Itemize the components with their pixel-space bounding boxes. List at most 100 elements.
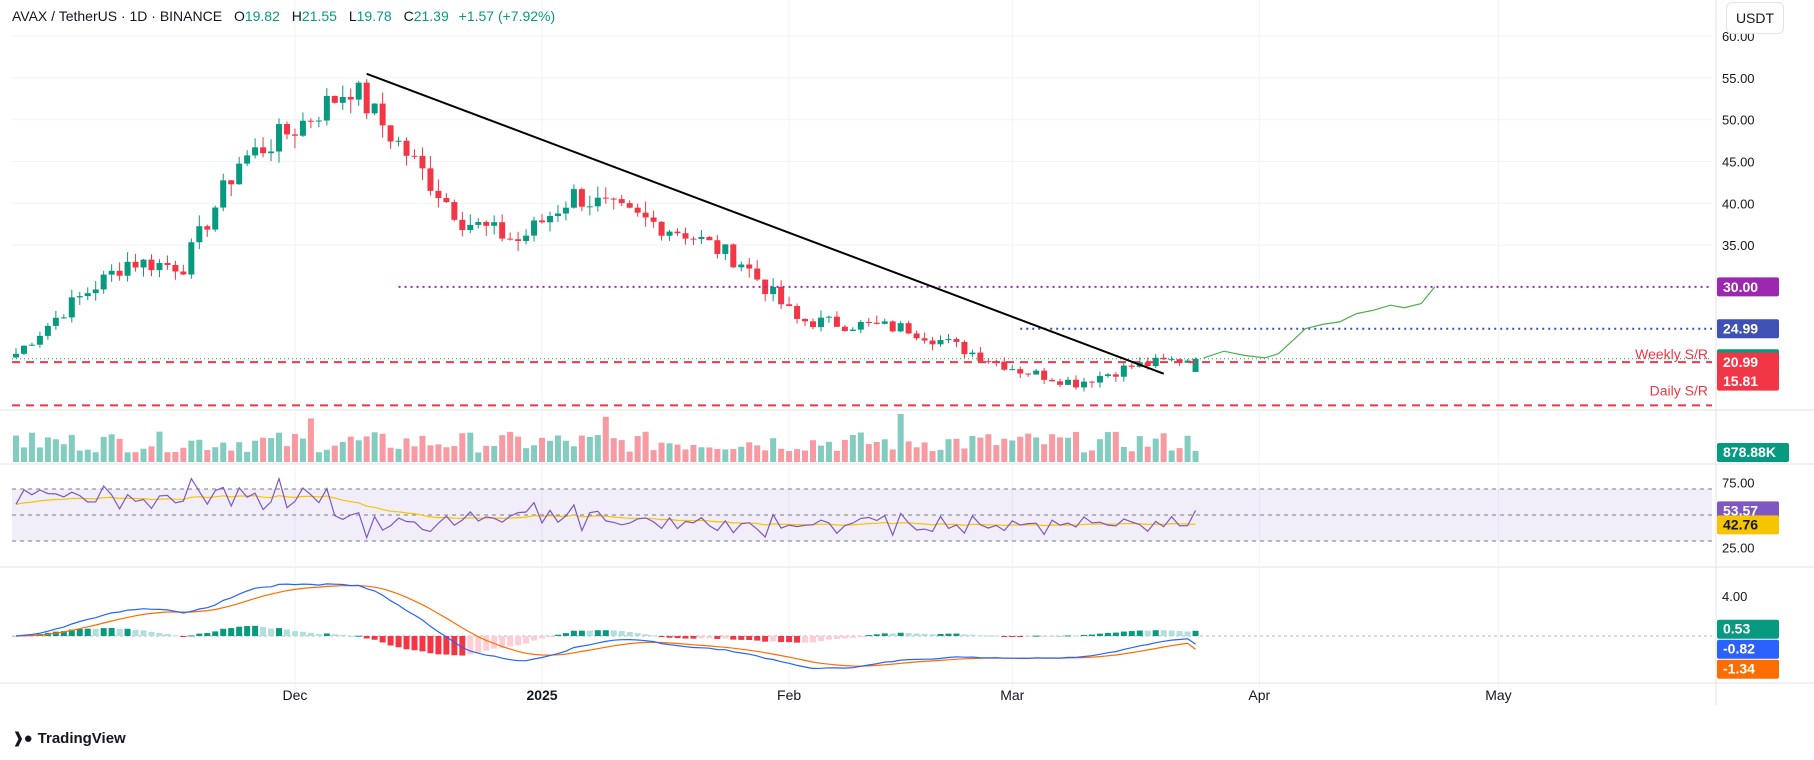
volume-bar <box>204 450 211 462</box>
volume-bar <box>1017 436 1024 462</box>
candle-body <box>977 352 984 362</box>
candle-body <box>825 316 832 318</box>
projection-path <box>1203 286 1436 359</box>
macd-histogram-bar <box>252 625 259 636</box>
volume-bar <box>770 438 777 462</box>
close-value: 21.39 <box>413 8 449 24</box>
candle-body <box>268 151 275 154</box>
macd-histogram-bar <box>100 628 107 636</box>
macd-histogram-bar <box>244 626 251 636</box>
volume-bar <box>451 445 458 462</box>
volume-bar <box>467 432 474 462</box>
macd-histogram-bar <box>1112 632 1119 636</box>
candle-body <box>291 134 298 136</box>
macd-histogram-bar <box>841 636 848 639</box>
candle-body <box>475 222 482 225</box>
volume-bar <box>196 439 203 462</box>
macd-histogram-bar <box>395 636 402 648</box>
macd-histogram-bar <box>1184 631 1191 636</box>
macd-label-bg <box>1717 619 1779 639</box>
volume-bar <box>626 451 633 462</box>
candle-body <box>459 219 466 231</box>
symbol-title[interactable]: AVAX / TetherUS · 1D · BINANCE <box>12 8 223 24</box>
macd-histogram-bar <box>1160 630 1167 636</box>
candle-body <box>1144 362 1151 367</box>
volume-bar <box>985 434 992 462</box>
candle-body <box>1049 379 1056 382</box>
macd-histogram-bar <box>483 636 490 651</box>
candle-body <box>1033 370 1040 375</box>
tradingview-logo[interactable]: ❱● TradingView <box>12 729 126 748</box>
candle-body <box>1009 369 1016 371</box>
volume-bar <box>180 447 187 462</box>
weekly-sr-annotation: Weekly S/R <box>1635 346 1708 362</box>
candle-body <box>722 244 729 254</box>
volume-bar <box>953 438 960 462</box>
close-label: C <box>403 8 414 24</box>
volume-bar <box>419 435 426 462</box>
macd-histogram-bar <box>833 636 840 639</box>
candle-body <box>985 361 992 363</box>
time-tick-label: May <box>1485 687 1511 703</box>
volume-bar <box>1144 446 1151 462</box>
macd-histogram-bar <box>786 636 793 643</box>
volume-bar <box>539 437 546 462</box>
candle-body <box>395 140 402 142</box>
volume-bar <box>810 440 816 462</box>
macd-histogram-bar <box>236 626 243 636</box>
macd-histogram-bar <box>276 628 283 636</box>
macd-histogram-bar <box>124 628 131 636</box>
volume-bar <box>1088 450 1095 462</box>
candle-body <box>738 264 745 268</box>
candle-body <box>754 268 761 280</box>
candle-body <box>650 217 657 222</box>
volume-bar <box>921 442 928 462</box>
candle-body <box>945 339 952 341</box>
volume-bar <box>778 448 785 462</box>
macd-histogram-bar <box>961 634 968 636</box>
volume-bar <box>1184 435 1191 462</box>
volume-bar <box>395 448 402 462</box>
volume-bar <box>841 439 848 462</box>
macd-histogram-bar <box>897 632 904 636</box>
rsi-tick-label: 25.00 <box>1722 541 1755 556</box>
candle-body <box>307 120 314 122</box>
volume-bar <box>1025 433 1032 462</box>
currency-button[interactable]: USDT <box>1726 2 1784 34</box>
macd-histogram-bar <box>1088 634 1095 636</box>
volume-bar <box>666 443 673 462</box>
volume-group <box>13 414 1199 462</box>
candle-body <box>554 213 561 217</box>
volume-bar <box>993 445 1000 462</box>
candle-body <box>180 271 187 275</box>
macd-histogram-bar <box>578 630 585 636</box>
time-tick-label: Dec <box>282 687 307 703</box>
candle-body <box>1112 374 1119 377</box>
candle-body <box>252 147 259 156</box>
macd-histogram-bar <box>953 633 960 636</box>
candle-body <box>1001 361 1008 370</box>
candle-body <box>515 239 522 241</box>
macd-histogram-bar <box>1065 635 1072 637</box>
volume-bar <box>610 438 617 462</box>
macd-histogram-bar <box>76 628 83 636</box>
price-tick-label: 50.00 <box>1722 113 1755 128</box>
price-label-bg <box>1717 277 1779 297</box>
macd-histogram-bar <box>228 628 235 636</box>
volume-bar <box>554 435 561 462</box>
time-tick-label: 2025 <box>526 687 557 703</box>
volume-bar <box>523 448 530 462</box>
macd-label: 0.53 <box>1723 621 1750 637</box>
candle-body <box>873 322 880 324</box>
volume-bar <box>44 437 51 462</box>
candle-body <box>1128 365 1135 367</box>
volume-bar <box>315 452 322 462</box>
candle-body <box>331 95 338 103</box>
candle-body <box>786 304 793 307</box>
volume-bar <box>323 449 330 462</box>
macd-histogram-bar <box>706 636 713 639</box>
macd-histogram-bar <box>331 634 338 636</box>
volume-bar <box>244 451 251 462</box>
volume-bar <box>1112 431 1119 462</box>
